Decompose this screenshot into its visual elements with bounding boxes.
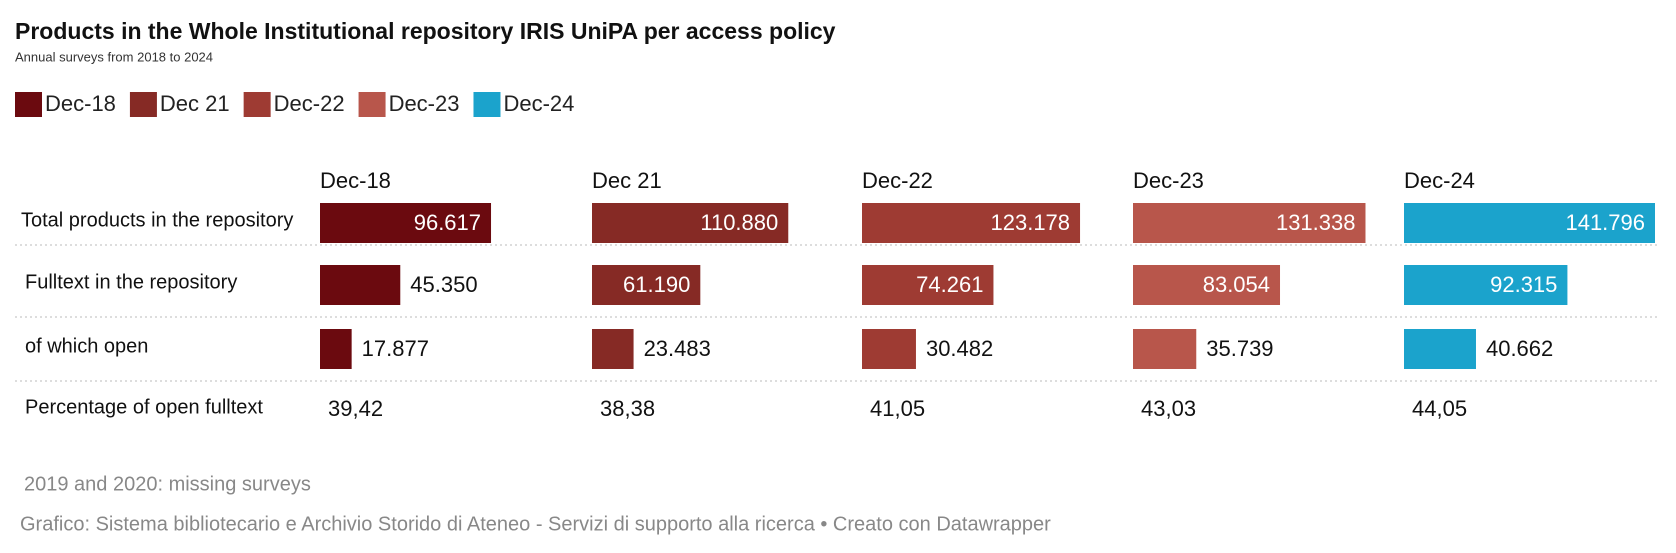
bar	[1133, 203, 1366, 243]
chart-subtitle: Annual surveys from 2018 to 2024	[15, 49, 213, 64]
bar	[320, 329, 352, 369]
percentage-value: 44,05	[1412, 396, 1467, 421]
legend-swatch	[129, 92, 157, 117]
value-label: 30.482	[926, 336, 993, 361]
bar	[1133, 329, 1197, 369]
chart-title: Products in the Whole Institutional repo…	[15, 18, 836, 44]
bar	[592, 203, 789, 243]
value-label: 123.178	[991, 210, 1071, 235]
percentage-value: 38,38	[600, 396, 655, 421]
legend-label: Dec 21	[160, 91, 230, 116]
row-label: Fulltext in the repository	[25, 271, 237, 293]
percentage-value: 41,05	[870, 396, 925, 421]
legend-swatch	[15, 92, 42, 117]
bar	[592, 265, 701, 305]
bar	[1404, 265, 1568, 305]
value-label: 61.190	[623, 272, 690, 297]
column-header: Dec 21	[592, 168, 662, 193]
bar	[592, 329, 634, 369]
value-label: 92.315	[1490, 272, 1557, 297]
column-header: Dec-18	[320, 168, 391, 193]
bar	[862, 203, 1081, 243]
legend-swatch	[473, 92, 501, 117]
bar	[320, 265, 401, 305]
bar	[1404, 203, 1655, 243]
row-label: Total products in the repository	[21, 209, 293, 231]
value-label: 17.877	[362, 336, 429, 361]
credit: Grafico: Sistema bibliotecario e Archivi…	[20, 513, 1051, 535]
legend-swatch	[358, 92, 386, 117]
value-label: 141.796	[1565, 210, 1645, 235]
percentage-value: 39,42	[328, 396, 383, 421]
value-label: 83.054	[1203, 272, 1270, 297]
legend-label: Dec-18	[45, 91, 116, 116]
value-label: 23.483	[644, 336, 711, 361]
bar	[1133, 265, 1281, 305]
legend-label: Dec-24	[503, 91, 574, 116]
percentage-value: 43,03	[1141, 396, 1196, 421]
value-label: 74.261	[916, 272, 983, 297]
note: 2019 and 2020: missing surveys	[24, 473, 311, 495]
column-header: Dec-24	[1404, 168, 1475, 193]
value-label: 35.739	[1206, 336, 1273, 361]
value-label: 96.617	[414, 210, 481, 235]
value-label: 131.338	[1276, 210, 1356, 235]
bar	[1404, 329, 1476, 369]
bar	[862, 265, 994, 305]
value-label: 40.662	[1486, 336, 1553, 361]
row-label: Percentage of open fulltext	[25, 396, 263, 418]
legend-swatch	[243, 92, 271, 117]
value-label: 110.880	[700, 210, 778, 235]
bar	[862, 329, 916, 369]
row-label: of which open	[25, 335, 148, 357]
column-header: Dec-22	[862, 168, 933, 193]
legend-label: Dec-22	[274, 91, 345, 116]
bar	[320, 203, 492, 243]
column-header: Dec-23	[1133, 168, 1204, 193]
legend-label: Dec-23	[389, 91, 460, 116]
value-label: 45.350	[410, 272, 477, 297]
